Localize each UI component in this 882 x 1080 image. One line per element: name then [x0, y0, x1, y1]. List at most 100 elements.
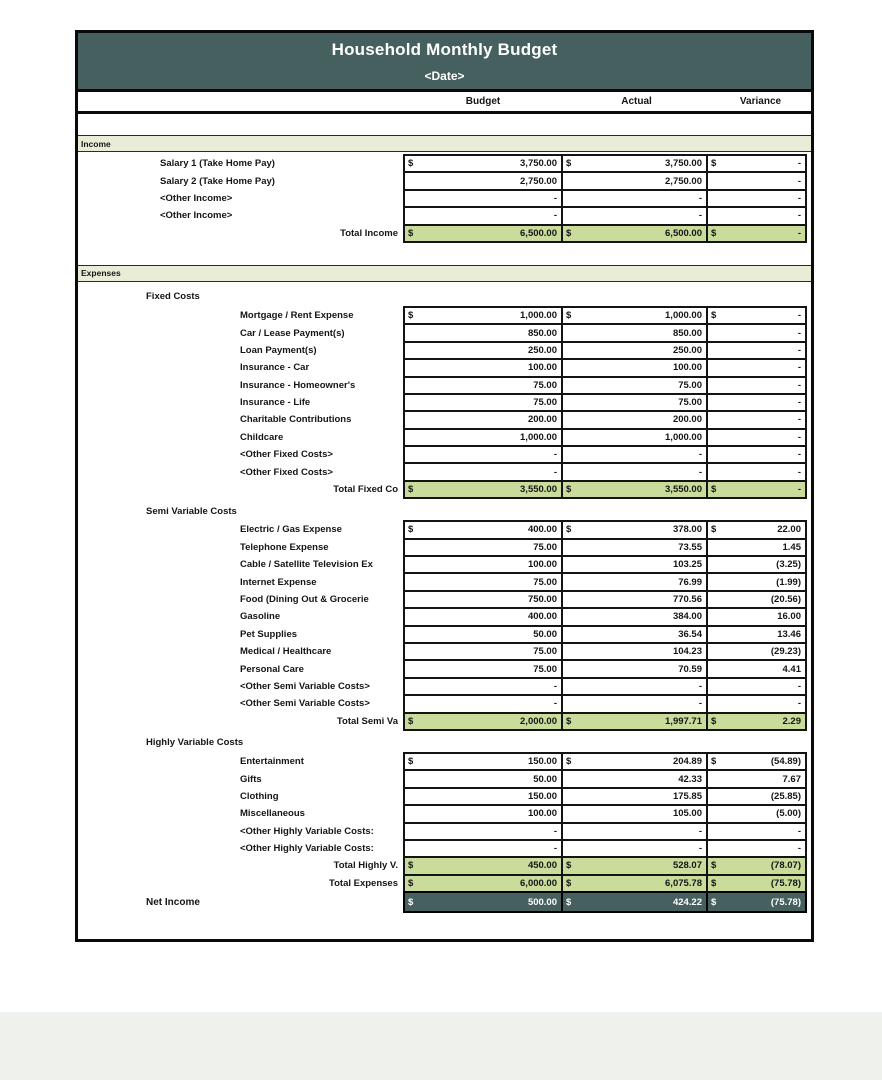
group-label: Highly Variable Costs: [146, 737, 244, 749]
cell-value: 2,000.00: [520, 715, 557, 727]
row-label: Salary 1 (Take Home Pay): [160, 158, 275, 170]
currency-symbol: $: [408, 310, 414, 322]
row-label: Mortgage / Rent Expense: [240, 310, 354, 322]
cell-value: 1.45: [782, 541, 802, 553]
currency-symbol: $: [408, 484, 414, 496]
cell-value: 850.00: [672, 327, 702, 339]
row-label: Medical / Healthcare: [240, 646, 332, 658]
row-item: Gifts 50.00 42.33 7.67: [78, 769, 811, 789]
actual-cell[interactable]: $6,500.00: [561, 223, 708, 243]
row-label: <Other Fixed Costs>: [240, 449, 333, 461]
cell-value: -: [797, 466, 801, 478]
cell-value: 42.33: [678, 773, 702, 785]
cell-value: -: [797, 843, 801, 855]
cell-value: 1,000.00: [665, 431, 702, 443]
actual-cell[interactable]: $6,075.78: [561, 873, 708, 894]
cell-value: -: [698, 210, 702, 222]
row-total: Total Fixed Co $3,550.00 $3,550.00 $ -: [78, 479, 811, 500]
cell-value: 75.00: [533, 541, 557, 553]
cell-value: 400.00: [527, 524, 557, 536]
cell-value: 6,075.78: [665, 877, 702, 889]
page-title: Household Monthly Budget: [331, 40, 558, 59]
cell-value: -: [797, 210, 801, 222]
cell-value: 100.00: [527, 559, 557, 571]
cell-value: -: [797, 192, 801, 204]
row-label: <Other Highly Variable Costs:: [240, 843, 374, 855]
currency-symbol: $: [408, 715, 414, 727]
cell-value: -: [698, 698, 702, 710]
variance-cell[interactable]: $ (75.78): [706, 891, 807, 914]
cell-value: 250.00: [672, 344, 702, 356]
cell-value: (5.00): [776, 808, 801, 820]
actual-cell[interactable]: $424.22: [561, 891, 708, 914]
cell-value: (75.78): [770, 877, 801, 889]
row-label: Gifts: [240, 773, 262, 785]
variance-cell[interactable]: $ -: [706, 223, 807, 243]
cell-value: 16.00: [777, 611, 801, 623]
currency-symbol: $: [711, 227, 717, 239]
cell-value: 103.25: [672, 559, 702, 571]
sheet-header: Household Monthly Budget <Date>: [78, 33, 811, 89]
currency-symbol: $: [566, 310, 572, 322]
cell-value: -: [797, 310, 801, 322]
cell-value: (54.89): [770, 756, 801, 768]
row-label: Electric / Gas Expense: [240, 524, 342, 536]
cell-value: -: [698, 843, 702, 855]
cell-value: 70.59: [678, 663, 702, 675]
variance-cell[interactable]: $2.29: [706, 711, 807, 731]
row-label: Total Highly V.: [333, 860, 398, 872]
budget-cell[interactable]: $500.00: [403, 891, 563, 914]
cell-value: 13.46: [777, 628, 801, 640]
cell-value: -: [797, 698, 801, 710]
actual-cell[interactable]: $3,550.00: [561, 479, 708, 500]
row-label: Salary 2 (Take Home Pay): [160, 175, 275, 187]
cell-value: 1,000.00: [520, 310, 557, 322]
cell-value: -: [797, 379, 801, 391]
row-label: Food (Dining Out & Grocerie: [240, 594, 369, 605]
cell-value: 2,750.00: [520, 175, 557, 187]
cell-value: -: [797, 449, 801, 461]
row-item: Pet Supplies 50.00 36.54 13.46: [78, 624, 811, 644]
cell-value: -: [797, 414, 801, 426]
budget-cell[interactable]: $2,000.00: [403, 711, 563, 731]
cell-value: 100.00: [672, 362, 702, 374]
cell-value: 250.00: [527, 344, 557, 356]
currency-symbol: $: [566, 524, 572, 536]
actual-cell[interactable]: $1,997.71: [561, 711, 708, 731]
row-label: Insurance - Homeowner's: [240, 379, 356, 391]
row-item: Entertainment $150.00 $204.89 $ (54.89): [78, 751, 811, 772]
cell-value: 150.00: [527, 756, 557, 768]
row-label: <Other Highly Variable Costs:: [240, 825, 374, 837]
row-total: Total Semi Va $2,000.00 $1,997.71 $2.29: [78, 711, 811, 731]
cell-value: 424.22: [672, 896, 702, 908]
date-placeholder: <Date>: [424, 69, 465, 83]
row-label: Clothing: [240, 790, 279, 802]
row-label: Insurance - Car: [240, 362, 310, 374]
cell-value: 3,750.00: [665, 158, 702, 170]
cell-value: (25.85): [770, 790, 801, 802]
row-label: Total Expenses: [329, 877, 398, 889]
group-label: Semi Variable Costs: [146, 505, 237, 517]
cell-value: -: [797, 175, 801, 187]
cell-value: (78.07): [770, 860, 801, 872]
cell-value: (75.78): [770, 896, 801, 908]
row-item: Internet Expense 75.00 76.99 (1.99): [78, 572, 811, 592]
row-label: Entertainment: [240, 756, 304, 768]
currency-symbol: $: [566, 896, 572, 908]
cell-value: 75.00: [533, 646, 557, 658]
row-label: Charitable Contributions: [240, 414, 352, 426]
cell-value: -: [797, 680, 801, 692]
cell-value: 100.00: [527, 808, 557, 820]
cell-value: 384.00: [672, 611, 702, 623]
cell-value: 450.00: [527, 860, 557, 872]
row-label: <Other Semi Variable Costs>: [240, 698, 370, 710]
section-band-income: Income: [78, 135, 811, 152]
currency-symbol: $: [711, 310, 717, 322]
cell-value: -: [553, 210, 557, 222]
currency-symbol: $: [566, 158, 572, 170]
cell-value: 22.00: [777, 524, 801, 536]
budget-cell[interactable]: $6,500.00: [403, 223, 563, 243]
cell-value: -: [797, 431, 801, 443]
variance-cell[interactable]: $ -: [706, 479, 807, 500]
budget-cell[interactable]: $3,550.00: [403, 479, 563, 500]
